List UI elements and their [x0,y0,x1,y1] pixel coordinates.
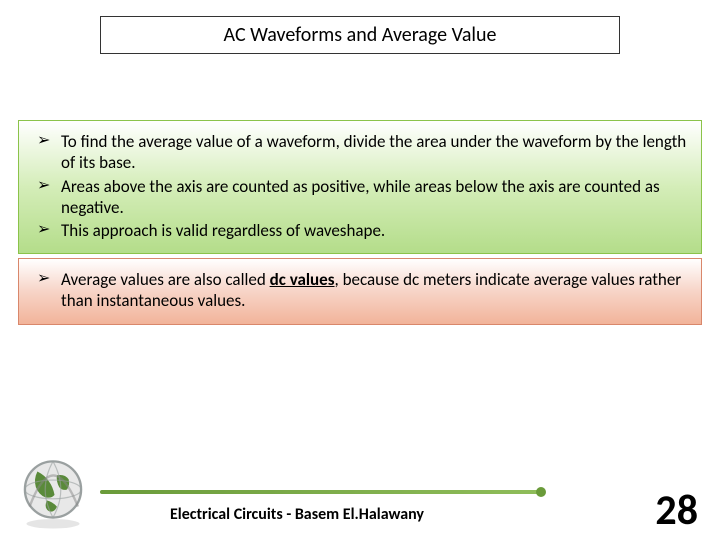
content-box-green: To find the average value of a waveform,… [18,120,702,254]
page-number: 28 [655,485,698,536]
list-item: This approach is valid regardless of wav… [33,220,687,241]
list-item: Areas above the axis are counted as posi… [33,176,687,219]
list-item: Average values are also called dc values… [33,269,687,312]
title-box: AC Waveforms and Average Value [100,16,620,54]
content-box-red: Average values are also called dc values… [18,258,702,325]
footer-divider-line [100,490,540,494]
slide-title: AC Waveforms and Average Value [224,23,497,47]
slide-footer: Electrical Circuits - Basem El.Halawany … [0,444,720,540]
list-item: To find the average value of a waveform,… [33,131,687,174]
red-bullet-list: Average values are also called dc values… [33,269,687,312]
footer-course-text: Electrical Circuits - Basem El.Halawany [170,505,424,524]
green-bullet-list: To find the average value of a waveform,… [33,131,687,241]
globe-icon [14,452,92,530]
